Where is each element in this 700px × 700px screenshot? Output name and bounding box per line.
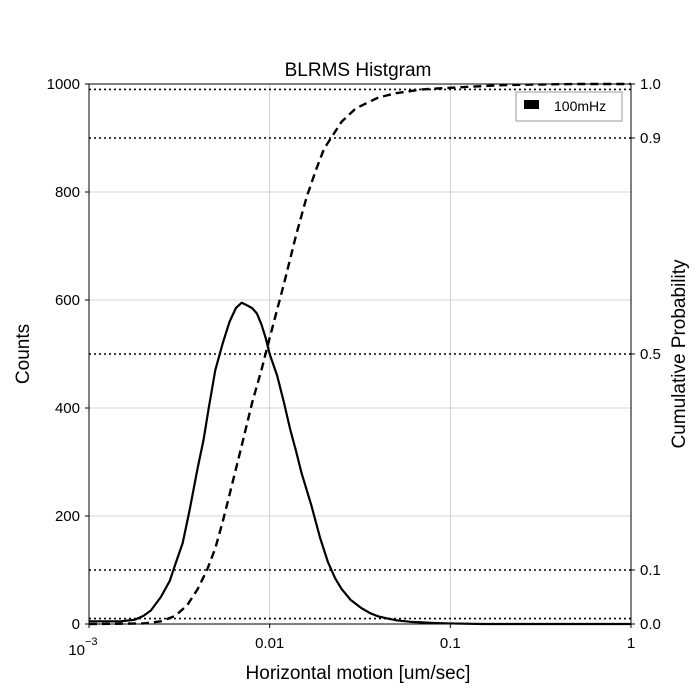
- chart-title: BLRMS Histgram: [285, 60, 432, 81]
- axis-ticks: 10 −3 0.01 0.1 1020040060080010000.00.10.50.…: [47, 76, 661, 659]
- x-tick-label: 10: [68, 642, 85, 659]
- x-tick-label: 0.1: [440, 635, 461, 652]
- series-layer: [88, 82, 631, 626]
- y-axis-label: Counts: [13, 324, 34, 384]
- cumulative-probability-line: [88, 82, 631, 626]
- y2-tick-label: 0.1: [640, 562, 661, 579]
- y-tick-label: 1000: [47, 76, 80, 93]
- histogram-series-line: [89, 301, 631, 626]
- x-axis-label: Horizontal motion [um/sec]: [246, 663, 471, 684]
- y2-tick-label: 1.0: [640, 76, 661, 93]
- y-tick-label: 800: [55, 184, 80, 201]
- legend-label: 100mHz: [554, 98, 606, 114]
- legend-swatch: [524, 100, 539, 109]
- x-tick-label: 1: [627, 635, 635, 652]
- y-tick-label: 0: [72, 616, 80, 633]
- x-tick-label-exponent: −3: [85, 636, 98, 648]
- legend: 100mHz: [515, 91, 623, 122]
- y-tick-label: 200: [55, 508, 80, 525]
- cumulative-reference-lines: [89, 88, 631, 620]
- y2-axis-label: Cumulative Probability: [669, 259, 690, 449]
- y-tick-label: 400: [55, 400, 80, 417]
- y2-tick-label: 0.5: [640, 346, 661, 363]
- x-tick-label: 0.01: [255, 635, 284, 652]
- y2-tick-label: 0.0: [640, 616, 661, 633]
- y-tick-label: 600: [55, 292, 80, 309]
- y2-tick-label: 0.9: [640, 130, 661, 147]
